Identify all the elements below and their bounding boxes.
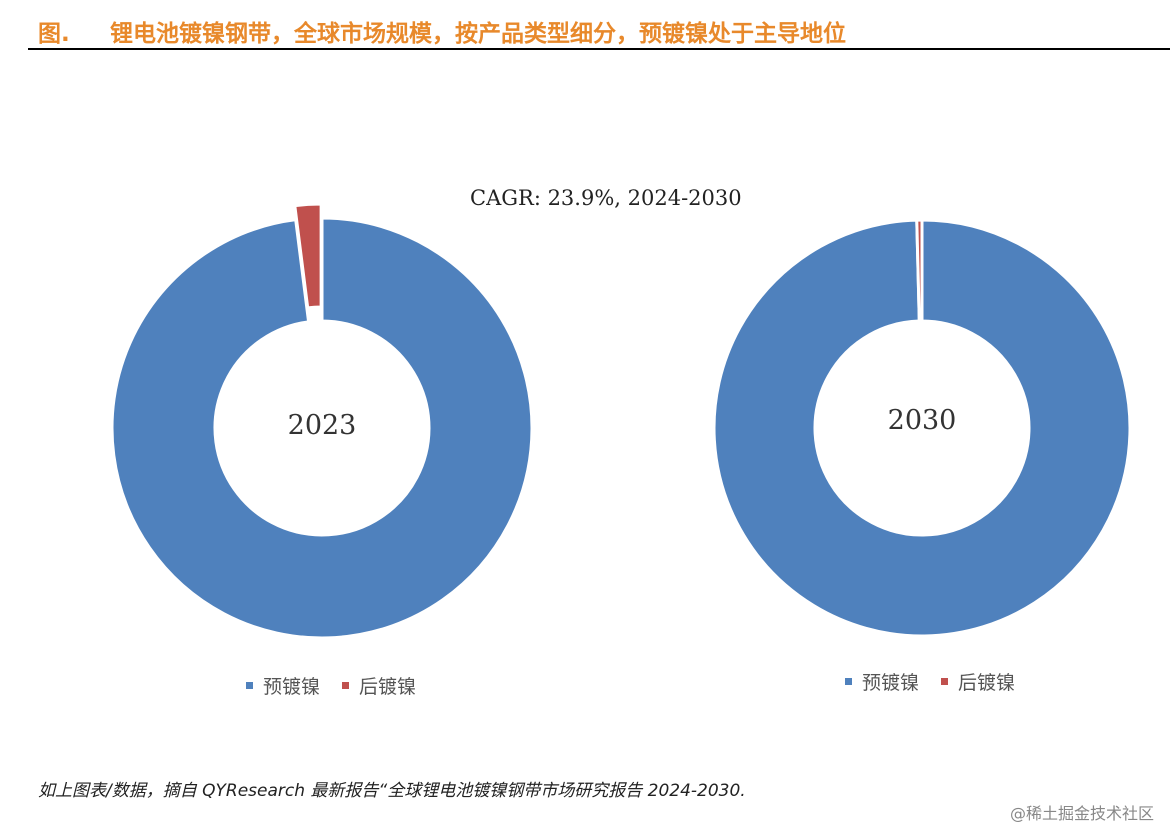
legend-label-pre-plated: 预镀镍 <box>862 672 920 694</box>
legend-item-post-plated: 后镀镍 <box>941 668 1015 695</box>
cagr-annotation: CAGR: 23.9%, 2024-2030 <box>470 186 742 210</box>
donut-chart-2030: 2030 <box>712 218 1132 638</box>
donut-chart-2023: 2023 <box>110 202 534 640</box>
legend-label-pre-plated: 预镀镍 <box>263 676 321 698</box>
legend-swatch-red <box>941 678 949 685</box>
watermark: @稀土掘金技术社区 <box>1010 804 1155 823</box>
legend-swatch-blue <box>845 678 852 685</box>
source-note: 如上图表/数据，摘自 QYResearch 最新报告“全球锂电池镀镍钢带市场研究… <box>38 781 746 801</box>
legend-item-pre-plated: 预镀镍 <box>246 672 320 699</box>
header-divider <box>28 48 1170 50</box>
legend-2023: 预镀镍 后镀镍 <box>246 672 438 699</box>
donut-slice-pre-plated <box>712 218 1132 638</box>
legend-item-pre-plated: 预镀镍 <box>845 668 919 695</box>
legend-swatch-blue <box>246 682 253 689</box>
figure-label: 图. <box>38 21 70 47</box>
donut-center-label-2030: 2030 <box>888 405 957 436</box>
legend-2030: 预镀镍 后镀镍 <box>845 668 1037 695</box>
donut-slice-post-plated <box>915 218 924 323</box>
legend-label-post-plated: 后镀镍 <box>958 672 1016 694</box>
figure-title: 锂电池镀镍钢带，全球市场规模，按产品类型细分，预镀镍处于主导地位 <box>110 21 846 47</box>
donut-slice-post-plated <box>293 202 323 310</box>
figure-header: 图. 锂电池镀镍钢带，全球市场规模，按产品类型细分，预镀镍处于主导地位 <box>38 8 1170 48</box>
donut-slice-pre-plated <box>110 216 534 640</box>
legend-label-post-plated: 后镀镍 <box>359 676 417 698</box>
donut-center-label-2023: 2023 <box>288 410 357 441</box>
legend-swatch-red <box>342 682 350 689</box>
legend-item-post-plated: 后镀镍 <box>342 672 416 699</box>
